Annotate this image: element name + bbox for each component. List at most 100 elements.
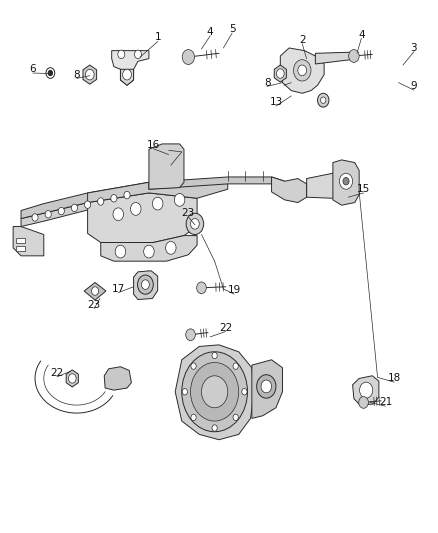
Circle shape: [360, 382, 373, 398]
Polygon shape: [120, 69, 134, 85]
Polygon shape: [21, 185, 149, 227]
Circle shape: [186, 329, 195, 341]
Polygon shape: [84, 282, 106, 300]
Circle shape: [261, 380, 272, 393]
Circle shape: [276, 69, 284, 78]
Circle shape: [191, 414, 196, 421]
Text: 18: 18: [388, 374, 401, 383]
Text: 19: 19: [228, 286, 241, 295]
Polygon shape: [66, 370, 78, 387]
Circle shape: [141, 280, 149, 289]
Circle shape: [242, 389, 247, 395]
Circle shape: [191, 363, 196, 369]
Circle shape: [191, 219, 199, 229]
Text: 23: 23: [182, 208, 195, 218]
Polygon shape: [88, 193, 197, 243]
Circle shape: [134, 50, 141, 59]
Circle shape: [233, 363, 238, 369]
Circle shape: [318, 93, 329, 107]
Polygon shape: [252, 360, 283, 418]
Circle shape: [111, 195, 117, 202]
Circle shape: [174, 193, 185, 206]
Text: 8: 8: [73, 70, 80, 79]
Circle shape: [233, 414, 238, 421]
Circle shape: [182, 389, 187, 395]
Polygon shape: [280, 48, 324, 93]
Polygon shape: [274, 65, 286, 82]
Text: 5: 5: [229, 25, 236, 34]
Polygon shape: [83, 65, 97, 84]
Circle shape: [113, 208, 124, 221]
Circle shape: [152, 197, 163, 210]
Polygon shape: [315, 52, 350, 64]
Circle shape: [186, 213, 204, 235]
Circle shape: [32, 214, 38, 221]
Polygon shape: [307, 173, 350, 198]
Polygon shape: [272, 177, 307, 203]
Circle shape: [71, 204, 78, 212]
Circle shape: [124, 191, 130, 199]
Text: 21: 21: [379, 398, 392, 407]
Polygon shape: [134, 271, 158, 300]
Circle shape: [197, 282, 206, 294]
Polygon shape: [101, 236, 197, 261]
Polygon shape: [13, 227, 44, 256]
Polygon shape: [175, 345, 254, 440]
Circle shape: [191, 362, 239, 421]
Circle shape: [349, 50, 359, 62]
Polygon shape: [149, 177, 285, 189]
Text: 4: 4: [207, 27, 214, 37]
Circle shape: [48, 70, 53, 76]
Text: 2: 2: [299, 35, 306, 45]
Circle shape: [321, 97, 326, 103]
Circle shape: [212, 352, 217, 359]
Circle shape: [201, 376, 228, 408]
Circle shape: [85, 69, 94, 80]
Polygon shape: [104, 367, 131, 390]
Text: 9: 9: [410, 82, 417, 91]
Text: 8: 8: [264, 78, 271, 87]
Polygon shape: [112, 51, 149, 85]
Circle shape: [118, 50, 125, 59]
Circle shape: [115, 245, 126, 258]
Circle shape: [298, 65, 307, 76]
FancyBboxPatch shape: [16, 246, 25, 251]
Polygon shape: [149, 144, 184, 189]
Text: 17: 17: [112, 284, 125, 294]
Circle shape: [182, 352, 247, 432]
Text: 3: 3: [410, 43, 417, 53]
Circle shape: [359, 397, 368, 408]
Circle shape: [166, 241, 176, 254]
Circle shape: [92, 287, 99, 295]
Polygon shape: [353, 376, 379, 405]
Circle shape: [293, 60, 311, 81]
Circle shape: [123, 69, 131, 80]
Text: 4: 4: [358, 30, 365, 39]
Text: 16: 16: [147, 140, 160, 150]
Circle shape: [343, 177, 349, 185]
Text: 1: 1: [154, 33, 161, 42]
Text: 6: 6: [29, 64, 36, 74]
Text: 15: 15: [357, 184, 370, 194]
Circle shape: [131, 203, 141, 215]
Circle shape: [144, 245, 154, 258]
Text: 23: 23: [88, 300, 101, 310]
Polygon shape: [333, 160, 359, 205]
Polygon shape: [88, 179, 228, 203]
Circle shape: [45, 211, 51, 218]
Circle shape: [138, 275, 153, 294]
Circle shape: [46, 68, 55, 78]
Text: 22: 22: [219, 323, 232, 333]
Circle shape: [212, 425, 217, 431]
Circle shape: [339, 173, 353, 189]
Circle shape: [257, 375, 276, 398]
Circle shape: [98, 198, 104, 205]
FancyBboxPatch shape: [16, 238, 25, 243]
Circle shape: [182, 50, 194, 64]
Text: 13: 13: [269, 98, 283, 107]
Text: 22: 22: [50, 368, 64, 378]
Circle shape: [68, 374, 76, 383]
Circle shape: [58, 207, 64, 215]
Polygon shape: [21, 182, 149, 219]
Circle shape: [85, 201, 91, 208]
